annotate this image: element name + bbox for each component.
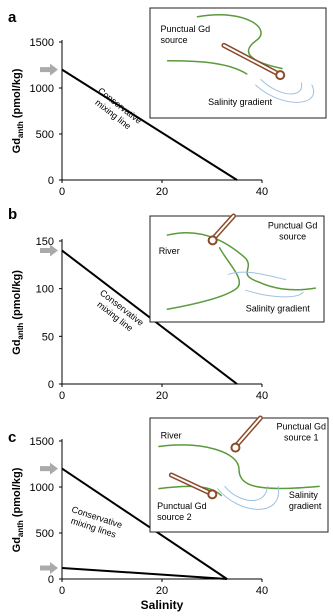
y-tick-label: 1500 <box>30 37 54 49</box>
y-tick-label: 0 <box>48 574 54 586</box>
input-arrow-1 <box>40 63 58 76</box>
source-2-outlet-icon <box>207 489 218 500</box>
inset-frame <box>149 417 329 533</box>
inset-label-line: source 1 <box>284 432 319 442</box>
x-tick-label: 20 <box>156 186 168 198</box>
source-outlet-icon <box>275 70 286 81</box>
y-tick-label: 100 <box>36 284 54 296</box>
mixing-line-annotation: Conservativemixing line <box>91 288 145 337</box>
source-pipe-inner <box>222 44 280 75</box>
river-bank-lower <box>166 247 240 311</box>
inset-schematic: River Punctual Gd source Salinity gradient <box>149 213 325 323</box>
inset-label-salinity: Salinity gradient <box>246 303 311 313</box>
salinity-contour-1 <box>217 485 279 510</box>
salinity-contour-1 <box>227 271 287 281</box>
x-tick-label: 40 <box>256 585 268 597</box>
inset-label-source: Punctual Gd source <box>268 221 318 242</box>
mixing-line-1 <box>61 467 228 580</box>
inset-label-river: River <box>161 431 182 441</box>
source-outlet-icon <box>207 235 218 246</box>
input-arrow-2 <box>40 561 58 574</box>
salinity-contour-1 <box>255 84 315 103</box>
x-axis-label: Salinity <box>141 598 184 612</box>
panel-label: c <box>8 429 16 446</box>
y-tick-label: 1500 <box>30 436 54 448</box>
y-label-sub: anth <box>16 121 25 138</box>
y-tick-label: 50 <box>42 331 54 343</box>
x-tick-label: 0 <box>59 390 65 402</box>
x-tick-label: 20 <box>156 585 168 597</box>
inset-label-line: source <box>279 232 306 242</box>
y-label-sub: anth <box>16 323 25 340</box>
inset-label-river: River <box>159 246 180 256</box>
y-axis-label: Gdanth (pmol/kg) <box>11 270 25 355</box>
mixing-line-2 <box>61 566 228 580</box>
y-label-sub: anth <box>16 520 25 537</box>
chart-panel-b: b 0 50 100 150 0 20 40 Gdanth (pmol/kg) Conservat… <box>8 206 325 402</box>
chart-panel-c: c 0 500 1000 1500 0 20 40 Gdanth (pmol/kg) Salini… <box>8 415 329 612</box>
source-1-outlet-icon <box>230 442 241 453</box>
inset-label-source: Punctual Gd source <box>161 24 211 45</box>
inset-label-source-2: Punctual Gd source 2 <box>157 501 207 522</box>
inset-schematic: Punctual Gd source Salinity gradient <box>149 7 327 119</box>
inset-label-line: Punctual Gd <box>268 221 318 231</box>
y-tick-label: 1000 <box>30 83 54 95</box>
salinity-contour-2 <box>260 79 303 95</box>
inset-label-line: Punctual Gd <box>277 421 327 431</box>
mixing-line-annotation: Conservativemixing line <box>89 86 143 135</box>
y-tick-label: 500 <box>36 129 54 141</box>
inset-label-line: gradient <box>289 501 322 511</box>
salinity-contour-2 <box>245 289 304 298</box>
salinity-contour-2 <box>224 485 268 501</box>
input-arrow-1 <box>40 244 58 257</box>
y-label-unit: (pmol/kg) <box>11 270 23 323</box>
y-tick-label: 0 <box>48 175 54 187</box>
x-tick-label: 0 <box>59 585 65 597</box>
y-label-main: Gd <box>11 537 23 552</box>
x-tick-label: 0 <box>59 186 65 198</box>
inset-label-salinity: Salinity gradient <box>289 490 322 511</box>
inset-label-line: Salinity <box>289 490 319 500</box>
source-pipe-2-inner <box>170 474 212 495</box>
y-axis-label: Gdanth (pmol/kg) <box>11 68 25 153</box>
source-pipe-1-inner <box>234 417 262 448</box>
x-tick-label: 40 <box>256 186 268 198</box>
inset-label-source-1: Punctual Gd source 1 <box>277 421 327 442</box>
mixing-line-1 <box>61 68 238 181</box>
inset-label-line: source <box>161 35 188 45</box>
inset-label-line: Punctual Gd <box>157 501 207 511</box>
inset-frame <box>149 7 327 119</box>
x-tick-label: 40 <box>256 390 268 402</box>
input-arrow-1 <box>40 462 58 475</box>
panel-label: b <box>8 206 17 223</box>
inset-label-line: source 2 <box>157 512 192 522</box>
inset-label-line: Punctual Gd <box>161 24 211 34</box>
y-tick-label: 1000 <box>30 482 54 494</box>
river-bank-upper <box>158 444 320 490</box>
panel-label: a <box>8 9 17 26</box>
y-label-main: Gd <box>11 138 23 153</box>
y-tick-label: 0 <box>48 379 54 391</box>
mixing-line-annotation: Conservativemixing lines <box>67 504 123 540</box>
y-label-main: Gd <box>11 340 23 355</box>
x-tick-label: 20 <box>156 390 168 402</box>
river-bank-lower <box>166 60 248 75</box>
y-tick-label: 150 <box>36 236 54 248</box>
source-pipe-inner <box>211 215 235 241</box>
inset-label-salinity: Salinity gradient <box>208 97 273 107</box>
y-axis-label: Gdanth (pmol/kg) <box>11 467 25 552</box>
chart-panel-a: a 0 500 1000 1500 0 20 40 Gdanth (pmol/kg) Conser… <box>8 7 327 198</box>
y-tick-label: 500 <box>36 528 54 540</box>
y-label-unit: (pmol/kg) <box>11 68 23 121</box>
y-label-unit: (pmol/kg) <box>11 467 23 520</box>
river-bank-upper <box>166 231 317 291</box>
